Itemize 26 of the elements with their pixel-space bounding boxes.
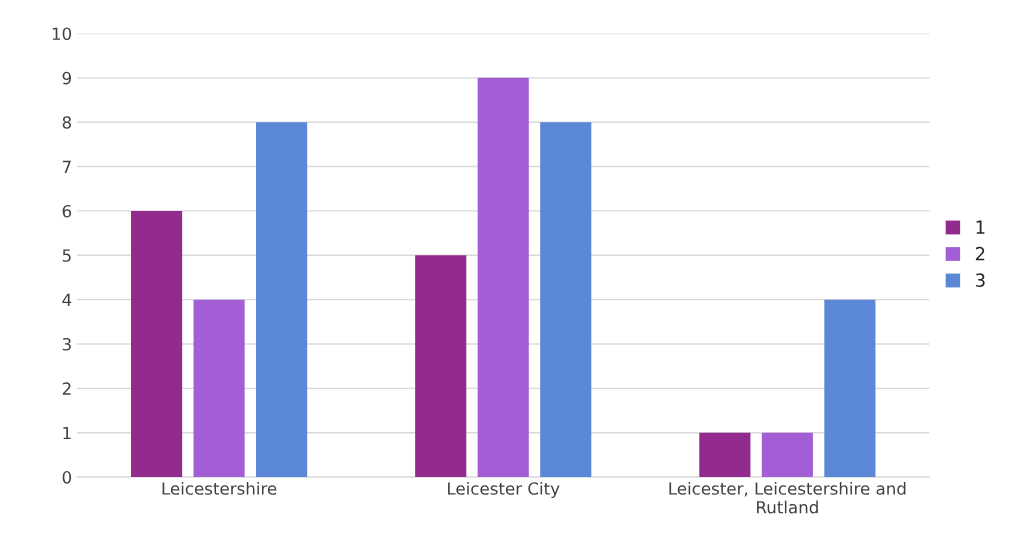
y-tick-label: 8: [62, 116, 72, 129]
y-tick-label: 6: [62, 204, 72, 218]
y-tick-label: 4: [62, 293, 72, 306]
bar: [193, 299, 245, 478]
bar: [824, 299, 876, 478]
y-tick-label: 7: [62, 160, 71, 173]
y-tick-label: 2: [62, 382, 71, 395]
legend-label: 2: [975, 246, 985, 261]
y-tick-label: 5: [62, 249, 71, 262]
bar: [415, 255, 467, 478]
bar: [477, 77, 529, 478]
bar: [131, 210, 183, 478]
x-tick-label: Leicestershire: [162, 481, 277, 495]
bar: [256, 122, 308, 478]
y-tick-label: 3: [62, 337, 71, 351]
y-tick-label: 1: [63, 426, 71, 440]
y-tick-label: 10: [52, 27, 72, 41]
bar: [699, 432, 751, 478]
legend-label: 3: [975, 273, 985, 288]
x-tick-label: Leicester, Leicestershire and Rutland: [669, 481, 906, 514]
y-tick-label: 0: [62, 471, 72, 484]
x-tick-label: Leicester City: [448, 481, 560, 499]
bar: [540, 122, 592, 478]
bar: [761, 432, 813, 478]
legend-label: 1: [976, 220, 985, 234]
y-tick-label: 9: [62, 71, 71, 85]
